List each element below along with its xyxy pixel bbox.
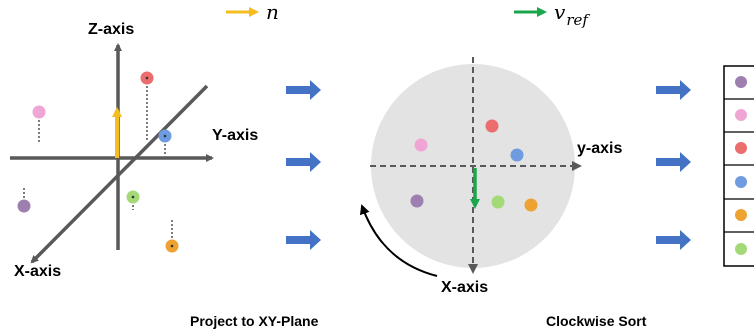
caption-sort: Clockwise Sort xyxy=(546,313,647,329)
reference-symbol: vref xyxy=(554,0,590,29)
center-orange xyxy=(170,244,174,248)
flow-arrow-project-bottom xyxy=(286,230,321,250)
flow-arrows-project xyxy=(286,80,321,250)
panel-3d-axes: Z-axis Y-axis X-axis xyxy=(10,21,258,280)
point-2d-pink xyxy=(414,138,428,152)
clockwise-arc xyxy=(359,204,438,277)
flow-arrow-sort-top xyxy=(656,80,691,100)
point-2d-red xyxy=(485,119,499,133)
reference-symbol-subscript: ref xyxy=(566,11,590,29)
sorted-list-frame xyxy=(723,65,754,267)
reference-symbol-main: v xyxy=(554,0,566,24)
center-green xyxy=(131,195,135,199)
sorted-list xyxy=(723,65,754,267)
sorted-item-1-purple xyxy=(735,76,747,88)
point-2d-orange xyxy=(524,198,538,212)
plane-x-axis-label: X-axis xyxy=(441,279,488,296)
point-2d-green xyxy=(491,195,505,209)
sorted-item-4-blue xyxy=(735,176,747,188)
point-2d-blue xyxy=(510,148,524,162)
sorted-item-6-green xyxy=(735,243,747,255)
drop-lines xyxy=(23,78,173,246)
point-centers xyxy=(131,76,174,248)
flow-arrow-project-top xyxy=(286,80,321,100)
point-3d-purple xyxy=(17,199,31,213)
sorted-list-dividers xyxy=(724,98,754,233)
point-2d-purple xyxy=(410,194,424,208)
sorted-item-5-orange xyxy=(735,209,747,221)
y-axis-label: Y-axis xyxy=(212,127,258,144)
center-blue xyxy=(163,134,167,138)
z-axis-label: Z-axis xyxy=(88,21,134,38)
legend: n vref xyxy=(226,0,590,29)
normal-legend: n xyxy=(226,0,279,24)
flow-arrow-project-middle xyxy=(286,152,321,172)
normal-symbol: n xyxy=(266,0,279,24)
x-axis-label: X-axis xyxy=(14,263,61,280)
reference-legend: vref xyxy=(514,0,590,29)
flow-arrow-sort-bottom xyxy=(656,230,691,250)
flow-arrows-sort xyxy=(656,80,691,250)
plane-y-axis-label: y-axis xyxy=(577,140,622,157)
point-3d-pink xyxy=(32,105,46,119)
panel-xy-plane: y-axis X-axis xyxy=(359,57,622,296)
sorted-item-3-red xyxy=(735,142,747,154)
caption-project: Project to XY-Plane xyxy=(190,313,319,329)
x-axis xyxy=(30,84,209,264)
center-red xyxy=(145,76,149,80)
sorted-item-2-pink xyxy=(735,109,747,121)
flow-arrow-sort-middle xyxy=(656,152,691,172)
